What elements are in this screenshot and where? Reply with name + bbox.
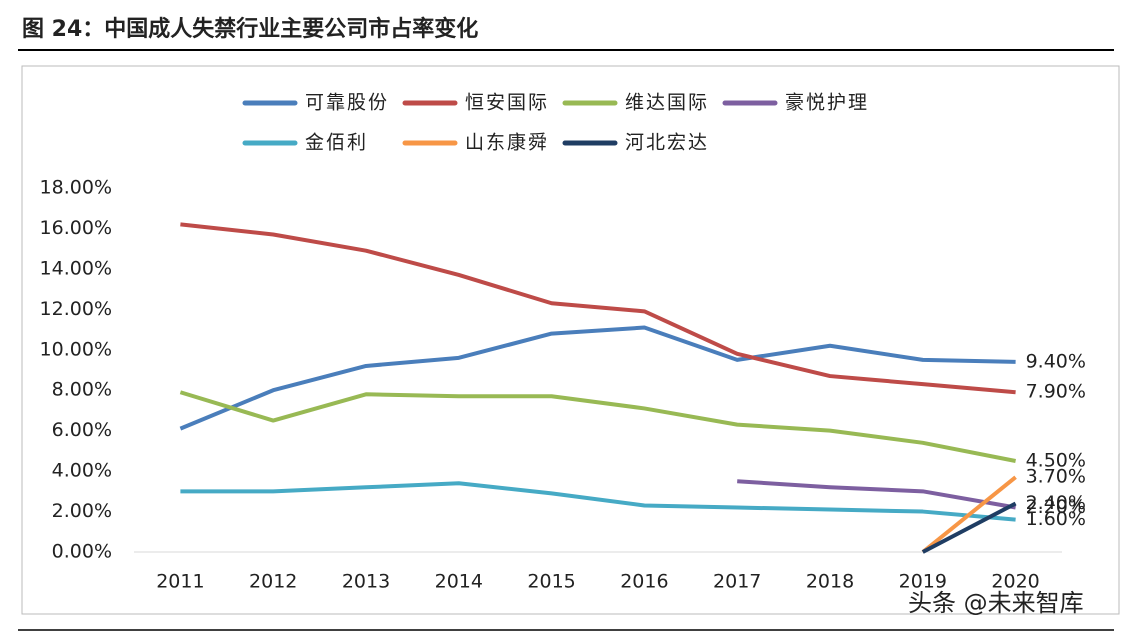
x-tick-label: 2019 [899,571,947,593]
series-line [180,481,1016,522]
series-line [921,501,1017,554]
data-label: 2.40% [1026,492,1086,514]
y-tick-label: 8.00% [52,379,112,401]
data-label: 1.60% [1026,508,1086,530]
chart-frame [21,65,1120,615]
x-tick-label: 2013 [342,571,390,593]
y-tick-label: 2.00% [52,500,112,522]
legend-label: 山东康舜 [465,132,549,154]
data-label: 3.70% [1026,466,1086,488]
y-tick-label: 12.00% [40,298,112,320]
x-tick-label: 2014 [435,571,483,593]
legend-label: 可靠股份 [305,92,389,114]
watermark: 头条 @未来智库 [908,589,1084,617]
y-tick-label: 6.00% [52,419,112,441]
x-tick-label: 2012 [249,571,297,593]
x-tick-label: 2017 [713,571,761,593]
series-line [921,475,1017,554]
page-title: 图 24：中国成人失禁行业主要公司市占率变化 [22,16,478,42]
series-line [179,390,1016,463]
y-tick-label: 18.00% [40,177,112,199]
data-label: 7.90% [1026,381,1086,403]
data-label: 9.40% [1026,350,1086,372]
y-tick-label: 0.00% [52,541,112,563]
series-line [180,222,1016,395]
y-tick-label: 10.00% [40,338,112,360]
y-tick-label: 4.00% [52,460,112,482]
y-tick-label: 16.00% [40,217,112,239]
legend-label: 豪悦护理 [785,92,869,114]
legend-label: 恒安国际 [465,92,549,114]
legend-label: 维达国际 [625,92,709,114]
x-tick-label: 2011 [156,571,204,593]
legend-label: 河北宏达 [625,132,709,154]
legend-label: 金佰利 [305,132,368,154]
x-tick-label: 2016 [620,571,668,593]
x-tick-label: 2015 [527,571,575,593]
data-label: 2.20% [1026,496,1086,518]
data-label: 4.50% [1026,450,1086,472]
series-line [179,325,1016,431]
x-tick-label: 2018 [806,571,854,593]
x-tick-label: 2020 [991,571,1039,593]
series-line [737,479,1016,510]
y-tick-label: 14.00% [40,257,112,279]
